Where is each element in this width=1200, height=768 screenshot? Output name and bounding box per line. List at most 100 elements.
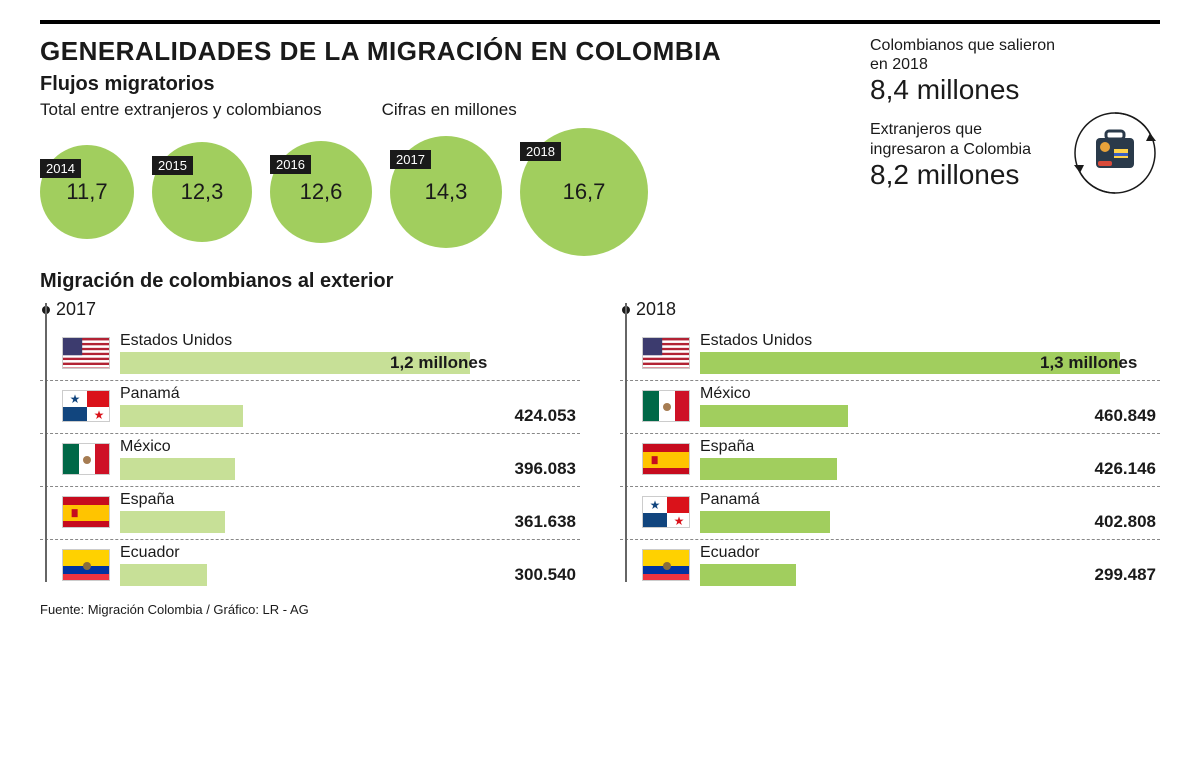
country-name: España [700,438,1160,456]
year-badge: 2017 [390,150,431,169]
country-content: Estados Unidos 1,3 millones [700,332,1160,374]
bar [120,511,225,533]
desc-units: Cifras en millones [382,100,517,120]
bar [120,564,207,586]
country-row: México 396.083 [40,434,580,487]
flag-icon: ★ ★ [62,390,110,422]
bar-value: 1,3 millones [1040,353,1137,373]
bar [700,405,848,427]
bar [120,458,235,480]
country-content: Panamá 402.808 [700,491,1160,533]
bar-line: 424.053 [120,405,580,427]
flag-icon [62,549,110,581]
circle-item: 12,62016 [270,141,372,243]
flag-icon [642,337,690,369]
bar-line: 1,2 millones [120,352,580,374]
country-name: España [120,491,580,509]
circle-item: 14,32017 [390,136,502,248]
country-content: Panamá 424.053 [120,385,580,427]
country-row: Estados Unidos 1,2 millones [40,328,580,381]
bar-value: 1,2 millones [390,353,487,373]
header-left: GENERALIDADES DE LA MIGRACIÓN EN COLOMBI… [40,36,850,270]
country-row: ★ ★ Panamá 402.808 [620,487,1160,540]
bar-value: 396.083 [515,459,576,479]
bar-value: 361.638 [515,512,576,532]
flag-icon [62,496,110,528]
stat-in-label: Extranjeros que ingresaron a Colombia [870,120,1060,158]
country-row: Estados Unidos 1,3 millones [620,328,1160,381]
country-name: Estados Unidos [120,332,580,350]
bar-value: 300.540 [515,565,576,585]
stat-out-value: 8,4 millones [870,74,1060,106]
bar-value: 460.849 [1095,406,1156,426]
country-row: México460.849 [620,381,1160,434]
year-timeline-line [625,303,627,582]
year-label: 2018 [636,299,676,320]
year-header: 2018 [620,299,1160,320]
stats-column: Colombianos que salieron en 2018 8,4 mil… [870,36,1060,270]
bar-value: 402.808 [1095,512,1156,532]
bar-line: 1,3 millones [700,352,1160,374]
svg-text:★: ★ [674,514,685,528]
country-content: Estados Unidos 1,2 millones [120,332,580,374]
country-content: España 361.638 [120,491,580,533]
country-content: Ecuador 299.487 [700,544,1160,586]
year-header: 2017 [40,299,580,320]
flag-icon [62,337,110,369]
stat-out-label: Colombianos que salieron en 2018 [870,36,1060,74]
year-badge: 2018 [520,142,561,161]
country-content: Ecuador 300.540 [120,544,580,586]
country-row: Ecuador 300.540 [40,540,580,592]
country-name: Estados Unidos [700,332,1160,350]
desc-total: Total entre extranjeros y colombianos [40,100,322,120]
country-content: México 396.083 [120,438,580,480]
year-column: 2017 Estados Unidos 1,2 millones ★ ★ Panam… [40,299,580,592]
circle-item: 12,32015 [152,142,252,242]
country-content: España 426.146 [700,438,1160,480]
year-badge: 2014 [40,159,81,178]
year-column: 2018 Estados Unidos 1,3 millones México460… [620,299,1160,592]
circle-item: 16,72018 [520,128,648,256]
bar [700,458,837,480]
bar-line: 361.638 [120,511,580,533]
header-right: Colombianos que salieron en 2018 8,4 mil… [850,36,1160,270]
country-name: Panamá [700,491,1160,509]
bar [700,511,830,533]
page-title: GENERALIDADES DE LA MIGRACIÓN EN COLOMBI… [40,36,850,67]
bar-value: 424.053 [515,406,576,426]
bar-value: 299.487 [1095,565,1156,585]
circles-row: 11,7201412,3201512,6201614,3201716,72018 [40,128,850,256]
bar-line: 299.487 [700,564,1160,586]
year-badge: 2016 [270,155,311,174]
country-name: Ecuador [120,544,580,562]
country-name: México [120,438,580,456]
section-title: Migración de colombianos al exterior [40,270,1160,293]
svg-text:★: ★ [94,408,105,422]
bar-line: 402.808 [700,511,1160,533]
bar [120,405,243,427]
country-name: Panamá [120,385,580,403]
flag-icon: ★ ★ [642,496,690,528]
footer-source: Fuente: Migración Colombia / Gráfico: LR… [40,602,1160,617]
suitcase-icon-wrap [1070,36,1160,270]
year-label: 2017 [56,299,96,320]
svg-text:★: ★ [650,498,661,512]
bar-value: 426.146 [1095,459,1156,479]
flag-icon [642,443,690,475]
svg-text:★: ★ [70,392,81,406]
suitcase-icon [1070,93,1160,213]
country-row: España 426.146 [620,434,1160,487]
flag-icon [642,549,690,581]
year-timeline-line [45,303,47,582]
country-content: México460.849 [700,385,1160,427]
bar-line: 300.540 [120,564,580,586]
description-row: Total entre extranjeros y colombianos Ci… [40,100,850,120]
circle-item: 11,72014 [40,145,134,239]
flag-icon [642,390,690,422]
country-name: Ecuador [700,544,1160,562]
bar-line: 426.146 [700,458,1160,480]
stat-in-value: 8,2 millones [870,159,1060,191]
subtitle: Flujos migratorios [40,73,850,96]
top-rule [40,20,1160,24]
country-row: Ecuador 299.487 [620,540,1160,592]
